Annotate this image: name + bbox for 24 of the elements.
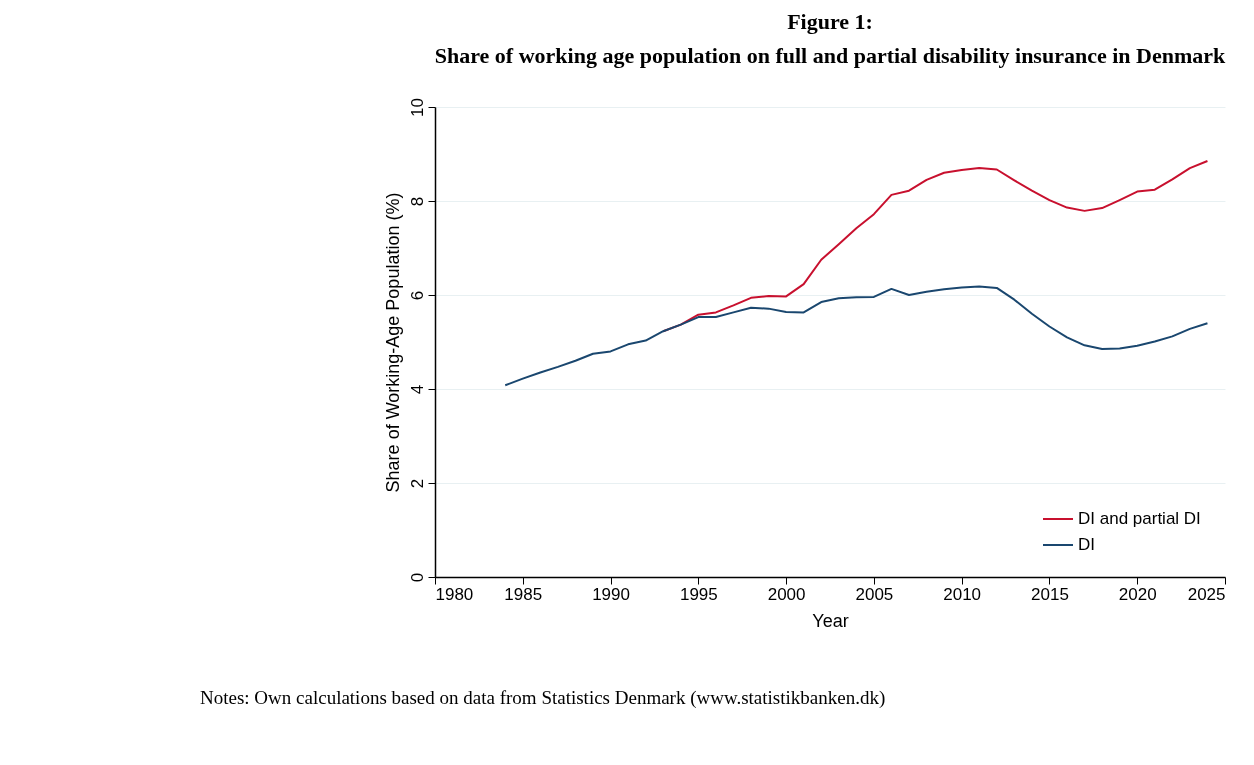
y-tick-label: 8 bbox=[407, 196, 427, 207]
y-tick-label: 2 bbox=[407, 478, 427, 489]
x-tick-label: 2005 bbox=[855, 584, 894, 604]
y-axis-title: Share of Working-Age Population (%) bbox=[382, 192, 403, 493]
x-tick-label: 2010 bbox=[943, 584, 982, 604]
y-tick-label: 0 bbox=[407, 572, 427, 583]
x-tick-label: 2015 bbox=[1031, 584, 1069, 604]
y-tick-label: 4 bbox=[407, 384, 427, 395]
x-tick-label: 1990 bbox=[592, 584, 630, 604]
x-tick-label: 2025 bbox=[1187, 584, 1226, 604]
chart-title: Figure 1: bbox=[787, 8, 873, 34]
x-tick-label: 1995 bbox=[679, 584, 718, 604]
x-tick-label: 1980 bbox=[435, 584, 474, 604]
line-series bbox=[504, 285, 1209, 387]
x-tick-label: 2000 bbox=[767, 584, 806, 604]
y-tick-label: 10 bbox=[407, 98, 427, 117]
x-tick-label: 2020 bbox=[1118, 584, 1157, 604]
y-tick-label: 6 bbox=[407, 290, 427, 301]
chart-subtitle: Share of working age population on full and partial disability insurance in Denmark bbox=[434, 42, 1227, 68]
legend-label: DI bbox=[1078, 535, 1095, 554]
x-tick-label: 1985 bbox=[504, 584, 543, 604]
legend-label: DI and partial DI bbox=[1078, 509, 1201, 528]
x-axis-title: Year bbox=[812, 610, 849, 631]
text: Notes: Own calculations based on data from Statistics Denmark (www.statistikbanken.dk) bbox=[200, 687, 886, 709]
